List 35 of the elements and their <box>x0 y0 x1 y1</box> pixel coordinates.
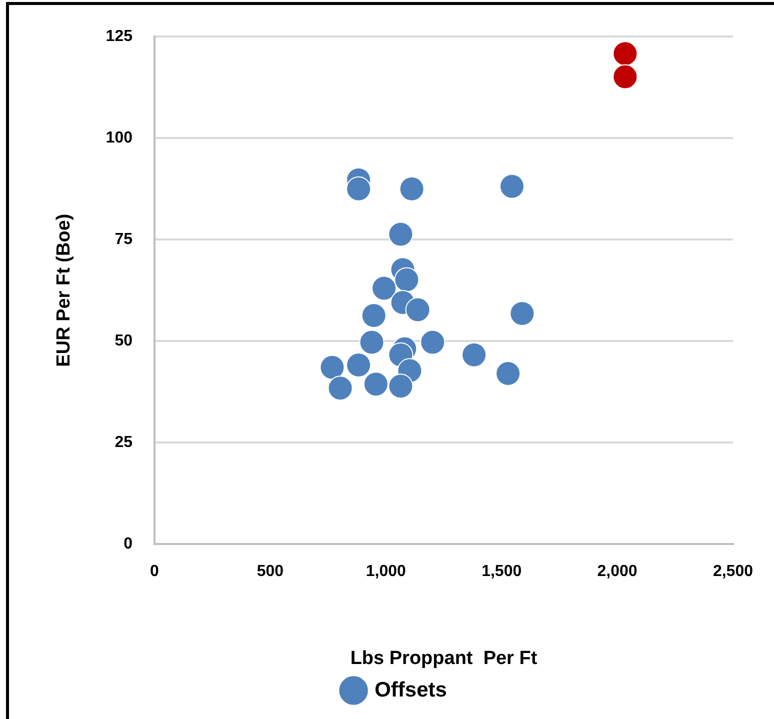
point <box>372 276 397 301</box>
point <box>320 354 345 380</box>
point <box>346 176 372 202</box>
y-tick-label: 0 <box>124 535 133 552</box>
y-tick-label: 125 <box>106 28 133 46</box>
x-tick-label: 1,500 <box>482 563 522 580</box>
y-tick-label: 100 <box>106 129 133 146</box>
legend-label: Offsets <box>374 678 447 702</box>
y-axis-title: EUR Per Ft (Boe) <box>54 214 75 367</box>
point <box>388 374 414 399</box>
point <box>399 176 424 202</box>
point <box>361 302 386 328</box>
point <box>328 376 353 401</box>
x-tick-label: 2,000 <box>597 563 638 580</box>
point <box>420 330 446 355</box>
y-tick-label: 75 <box>114 230 133 248</box>
point <box>612 41 638 66</box>
y-tick-label: 50 <box>114 332 133 350</box>
x-axis-title: Lbs Proppant Per Ft <box>350 648 538 669</box>
point <box>500 174 524 199</box>
point <box>359 330 384 355</box>
y-tick-label: 25 <box>114 434 133 451</box>
x-tick-label: 2,500 <box>712 563 754 580</box>
point <box>496 361 521 386</box>
point <box>405 297 430 322</box>
x-tick-label: 0 <box>150 563 160 580</box>
point <box>612 64 638 90</box>
point <box>346 352 372 378</box>
point <box>388 222 414 247</box>
point <box>462 342 487 368</box>
point <box>394 267 420 292</box>
x-tick-label: 1,000 <box>366 563 406 580</box>
point <box>363 372 388 397</box>
x-tick-label: 500 <box>256 563 284 580</box>
point <box>510 300 535 326</box>
